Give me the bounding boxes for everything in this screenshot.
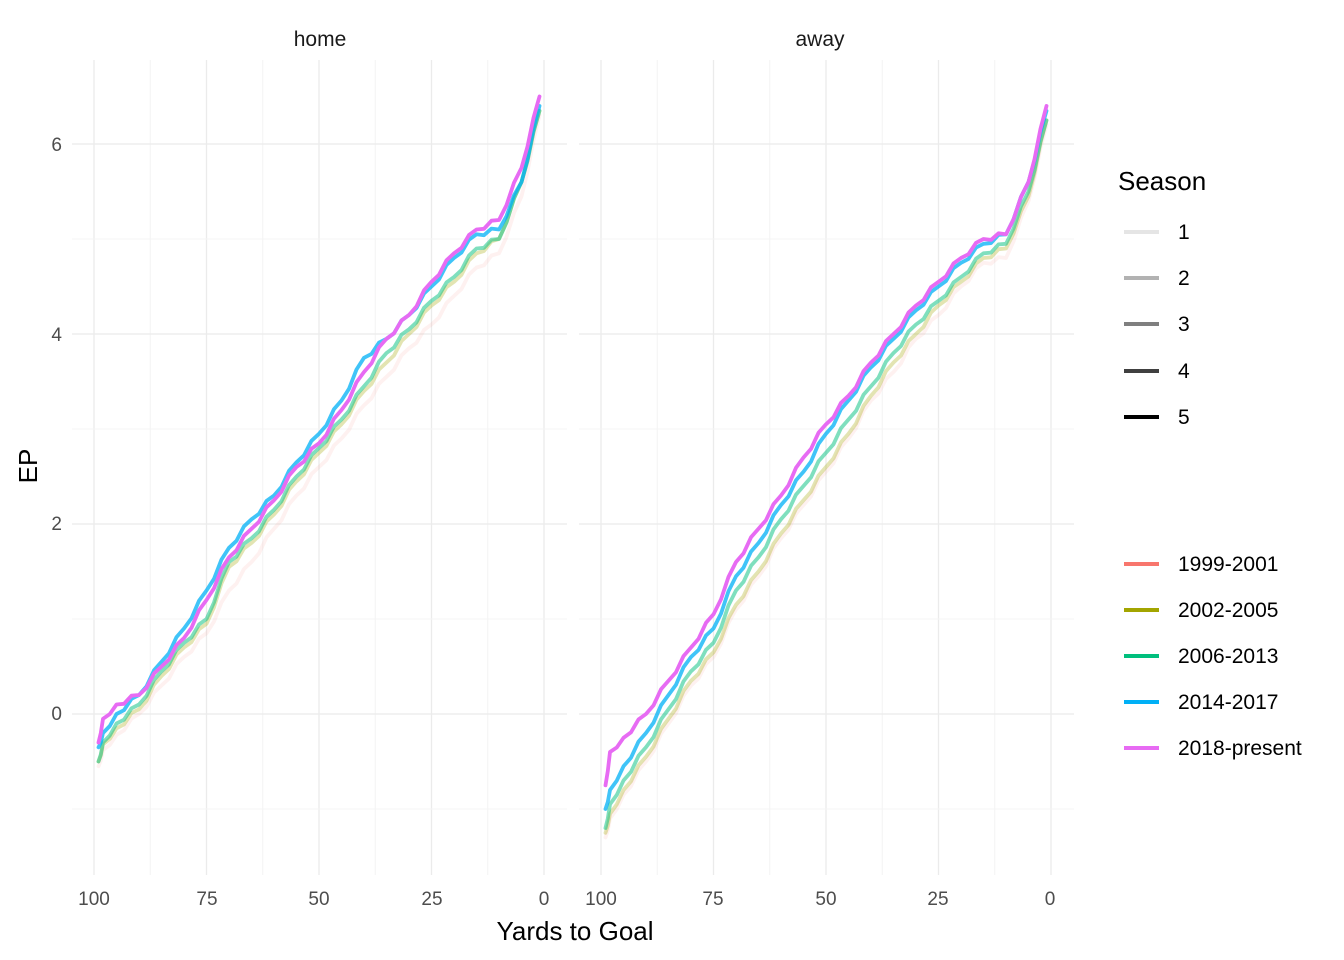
- x-tick-label: 0: [1045, 889, 1056, 910]
- y-tick-label: 0: [51, 704, 62, 725]
- x-tick-label: 75: [702, 889, 723, 910]
- series-line-home-2006-2013: [96, 108, 542, 764]
- x-axis-title: Yards to Goal: [496, 916, 653, 946]
- legend-season-title: Season: [1118, 166, 1206, 196]
- series-lines: [96, 94, 1049, 840]
- legend-era-label: 1999-2001: [1178, 553, 1278, 576]
- series-line-away-1999-2001: [603, 123, 1049, 840]
- grid-lines: [72, 60, 1074, 875]
- series-line-home-2014-2017: [96, 104, 542, 750]
- y-tick-label: 4: [51, 325, 62, 346]
- series-line-away-2002-2005: [603, 118, 1049, 835]
- x-tick-label: 100: [585, 889, 617, 910]
- legend-era-label: 2002-2005: [1178, 599, 1278, 622]
- series-line-home-1999-2001: [96, 113, 542, 769]
- y-tick-labels: 0 2 4 6: [51, 135, 62, 725]
- legend-era: 1999-2001 2002-2005 2006-2013 2014-2017 …: [1124, 553, 1302, 760]
- y-tick-label: 6: [51, 135, 62, 156]
- x-tick-label: 50: [815, 889, 836, 910]
- legend-season: Season 1 2 3 4 5: [1118, 166, 1206, 429]
- x-tick-label: 0: [539, 889, 550, 910]
- x-tick-labels-home: 100 75 50 25 0: [78, 889, 549, 910]
- x-tick-label: 25: [421, 889, 442, 910]
- y-axis-title: EP: [13, 449, 43, 484]
- legend-season-label: 3: [1178, 313, 1190, 336]
- facet-label-away: away: [795, 28, 845, 51]
- legend-season-label: 4: [1178, 360, 1190, 383]
- series-line-away-2006-2013: [603, 118, 1049, 830]
- x-tick-label: 50: [308, 889, 329, 910]
- facet-label-home: home: [294, 28, 347, 51]
- series-line-home-2002-2005: [96, 108, 542, 764]
- series-line-home-2018-present: [96, 94, 542, 745]
- legend-season-label: 2: [1178, 267, 1190, 290]
- y-tick-label: 2: [51, 514, 62, 535]
- series-line-away-2014-2017: [603, 108, 1049, 811]
- x-tick-label: 25: [927, 889, 948, 910]
- legend-era-label: 2006-2013: [1178, 645, 1278, 668]
- x-tick-label: 100: [78, 889, 110, 910]
- series-line-away-2018-present: [603, 104, 1049, 788]
- x-tick-labels-away: 100 75 50 25 0: [585, 889, 1055, 910]
- legend-era-label: 2014-2017: [1178, 691, 1278, 714]
- x-tick-label: 75: [196, 889, 217, 910]
- legend-season-label: 5: [1178, 406, 1190, 429]
- legend-season-label: 1: [1178, 221, 1190, 244]
- legend-era-label: 2018-present: [1178, 737, 1302, 760]
